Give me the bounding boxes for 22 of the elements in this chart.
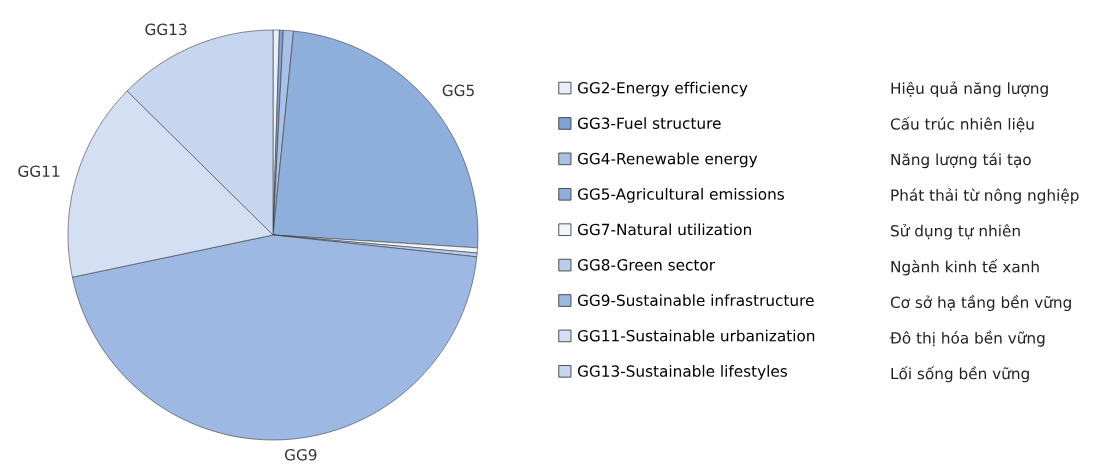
text: Đô thị hóa bền vững <box>890 330 1045 347</box>
legend-label: GG3-Fuel structure <box>577 117 721 129</box>
legend-label: GG7-Natural utilization <box>577 223 751 236</box>
legend-label: GG11-Sustainable urbanization <box>577 329 815 342</box>
text: GG11 <box>18 165 60 177</box>
text: Cấu trúc nhiên liệu <box>890 116 1034 133</box>
text: GG9 <box>284 449 317 461</box>
text: GG5 <box>442 84 474 97</box>
text: Cơ sở hạ tầng bền vững <box>890 294 1071 312</box>
legend-label: GG5-Agricultural emissions <box>577 187 784 203</box>
text: Lối sống bền vững <box>891 366 1029 383</box>
legend-label: GG4-Renewable energy <box>577 152 758 168</box>
legend-label: GG13-Sustainable lifestyles <box>577 365 788 380</box>
legend-label: GG9-Sustainable infrastructure <box>577 294 814 307</box>
text: Hiệu quả năng lượng <box>891 81 1048 98</box>
text: Ngành kinh tế xanh <box>891 259 1039 276</box>
text: Phát thải từ nông nghiệp <box>891 188 1079 204</box>
text: GG13 <box>145 23 187 36</box>
legend-label: GG8-Green sector <box>577 259 716 271</box>
text: Năng lượng tái tạo <box>891 152 1031 169</box>
legend-label: GG2-Energy efficiency <box>577 81 748 97</box>
text: Sử dụng tự nhiên <box>891 223 1020 240</box>
